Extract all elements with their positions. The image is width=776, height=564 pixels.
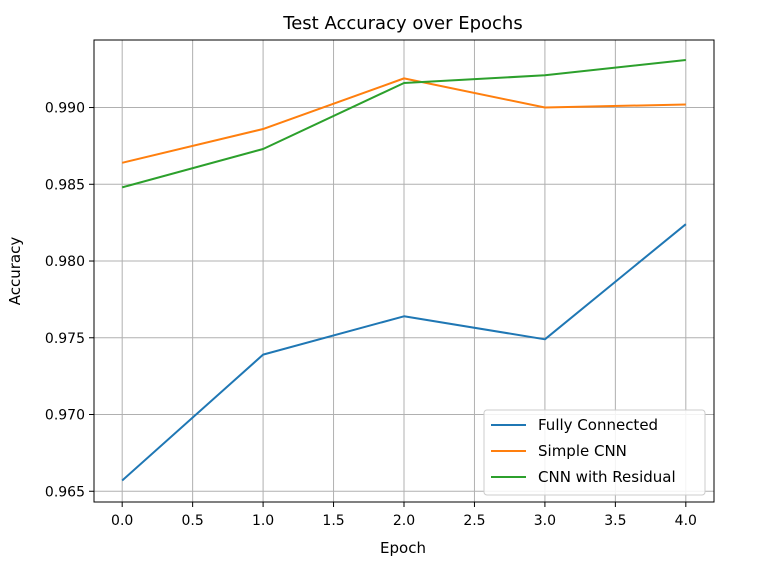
y-tick-label: 0.975 (45, 331, 85, 347)
series-lines (121, 58, 687, 482)
x-axis-label: Epoch (380, 539, 426, 557)
axis-ticks: 0.0 0.5 1.0 1.5 2.0 2.5 3.0 3.5 4.0 0.965 0.970 0.9… (45, 101, 697, 529)
legend-box (483, 409, 706, 496)
x-tick-label: 1.5 (322, 513, 344, 529)
chart-title: Test Accuracy over Epochs (282, 13, 522, 34)
legend-label: Fully Connected (538, 416, 658, 434)
x-tick-label: 1.0 (252, 513, 274, 529)
y-tick-label: 0.965 (45, 484, 85, 500)
series-line-0 (121, 223, 687, 482)
x-tick-label: 0.5 (182, 513, 204, 529)
y-axis-label: Accuracy (6, 237, 24, 306)
series-line-2 (121, 58, 686, 189)
plot-frame (93, 39, 715, 503)
legend-label: Simple CNN (538, 442, 627, 460)
x-tick-label: 3.0 (534, 513, 556, 529)
x-tick-label: 2.5 (463, 513, 485, 529)
y-tick-label: 0.990 (45, 101, 85, 117)
y-tick-label: 0.970 (45, 408, 85, 424)
y-tick-label: 0.980 (45, 254, 85, 270)
series-line-1 (121, 77, 686, 164)
legend-label: CNN with Residual (538, 468, 676, 486)
x-tick-label: 2.0 (393, 513, 415, 529)
x-tick-label: 0.0 (111, 513, 133, 529)
x-tick-label: 3.5 (604, 513, 626, 529)
legend: Fully Connected Simple CNN CNN with Residu… (483, 409, 706, 496)
y-tick-label: 0.985 (45, 177, 85, 193)
x-tick-label: 4.0 (675, 513, 697, 529)
